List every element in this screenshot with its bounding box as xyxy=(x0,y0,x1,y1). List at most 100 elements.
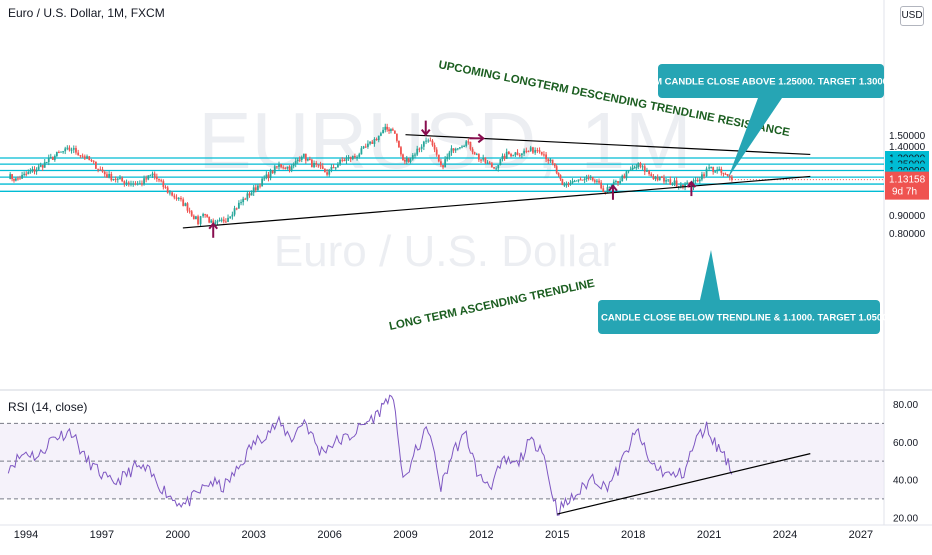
candle-body xyxy=(121,177,124,182)
candle-body xyxy=(495,168,498,170)
candle-body xyxy=(175,197,178,199)
candle-body xyxy=(92,160,95,162)
candle-body xyxy=(199,216,202,225)
candle-body xyxy=(403,160,406,162)
candle-body xyxy=(195,216,197,220)
candle-body xyxy=(549,159,552,162)
time-tick-label: 2018 xyxy=(621,529,645,541)
candle-body xyxy=(302,153,305,157)
candle-body xyxy=(555,166,558,173)
candle-body xyxy=(72,148,75,150)
support-label: LONG TERM ASCENDING TRENDLINE xyxy=(388,278,596,333)
candle-body xyxy=(280,164,283,168)
candle-body xyxy=(477,154,480,160)
candle-body xyxy=(49,157,52,159)
candle-body xyxy=(324,168,326,173)
candle-body xyxy=(712,167,715,172)
candle-body xyxy=(147,175,150,180)
candle-body xyxy=(94,161,97,169)
candle-body xyxy=(553,163,556,167)
candle-body xyxy=(265,174,268,179)
current-price-tag xyxy=(885,171,929,200)
candle-body xyxy=(536,150,539,152)
candle-body xyxy=(604,191,607,193)
candle-body xyxy=(271,170,274,174)
candle-body xyxy=(543,154,545,156)
arrow-right-icon xyxy=(469,133,485,144)
candle-body xyxy=(547,159,550,162)
candle-body xyxy=(703,174,705,177)
candle-body xyxy=(684,183,686,188)
candle-body xyxy=(55,152,58,157)
candle-body xyxy=(343,160,346,162)
arrows xyxy=(208,120,697,238)
candle-body xyxy=(328,169,331,175)
candle-body xyxy=(60,151,62,153)
candle-body xyxy=(356,156,358,158)
candle-body xyxy=(332,167,335,169)
candle-body xyxy=(334,167,337,169)
rsi-tick-label: 20.00 xyxy=(893,513,918,524)
candle-body xyxy=(237,202,240,209)
candle-body xyxy=(375,139,378,141)
candle-body xyxy=(190,211,193,216)
candle-body xyxy=(257,185,259,191)
candle-body xyxy=(612,181,615,185)
candle-body xyxy=(259,185,261,187)
candle-body xyxy=(405,158,408,162)
candle-body xyxy=(317,164,320,166)
candle-body xyxy=(296,159,299,162)
candle-body xyxy=(587,177,590,179)
candle-body xyxy=(425,140,427,142)
candle-body xyxy=(298,159,301,161)
candle-body xyxy=(229,216,232,218)
callout-bottom[interactable]: M CANDLE CLOSE BELOW TRENDLINE & 1.1000.… xyxy=(590,250,888,334)
candle-body xyxy=(527,150,530,152)
candle-body xyxy=(188,210,191,212)
candle-body xyxy=(545,154,547,160)
candle-body xyxy=(450,148,453,153)
callout-bottom-pointer xyxy=(700,250,720,300)
time-tick-label: 2012 xyxy=(469,529,493,541)
candle-body xyxy=(637,163,640,167)
candle-body xyxy=(694,179,697,181)
candle-body xyxy=(330,167,333,170)
candle-body xyxy=(608,186,611,188)
currency-badge[interactable]: USD xyxy=(900,6,924,26)
candle-body xyxy=(306,159,309,161)
candle-body xyxy=(263,178,266,180)
candle-body xyxy=(619,181,622,184)
callout-top[interactable]: M CANDLE CLOSE ABOVE 1.25000. TARGET 1.3… xyxy=(654,64,888,178)
candle-body xyxy=(518,154,521,156)
candle-body xyxy=(288,166,291,171)
candle-body xyxy=(728,175,731,178)
candle-body xyxy=(442,165,444,168)
candle-body xyxy=(497,164,500,169)
time-tick-label: 2000 xyxy=(166,529,190,541)
candle-body xyxy=(168,192,171,194)
candle-body xyxy=(235,208,238,210)
rsi-trendline[interactable] xyxy=(557,453,811,515)
candle-body xyxy=(520,153,523,156)
candle-body xyxy=(248,193,251,196)
time-axis[interactable]: 1994 1997 2000 2003 2006 2009 2012 2015 2018 2021… xyxy=(14,529,873,541)
candle-body xyxy=(446,156,449,160)
candle-body xyxy=(473,152,476,155)
candle-body xyxy=(214,222,217,224)
candle-body xyxy=(273,166,276,174)
candle-body xyxy=(224,221,227,223)
candle-body xyxy=(43,162,46,168)
candle-body xyxy=(663,177,665,182)
trendline-ascending[interactable] xyxy=(182,175,811,229)
candle-body xyxy=(261,178,264,187)
candle-body xyxy=(671,183,674,185)
candle-body xyxy=(45,162,48,164)
candle-body xyxy=(682,184,684,188)
candle-body xyxy=(186,203,189,211)
candle-body xyxy=(218,219,221,222)
candle-body xyxy=(730,177,733,180)
arrow-down-icon xyxy=(420,120,431,137)
candle-body xyxy=(138,183,141,185)
candle-body xyxy=(222,219,225,222)
